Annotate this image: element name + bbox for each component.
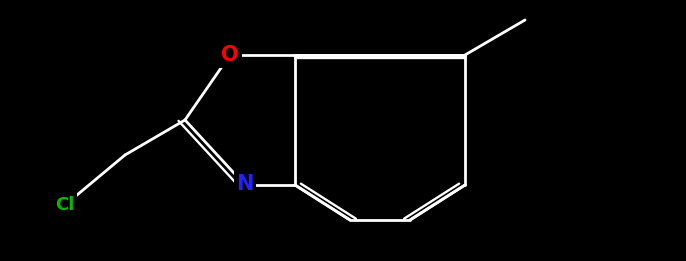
Text: N: N: [236, 174, 254, 194]
Text: O: O: [221, 45, 239, 65]
Text: Cl: Cl: [56, 196, 75, 214]
